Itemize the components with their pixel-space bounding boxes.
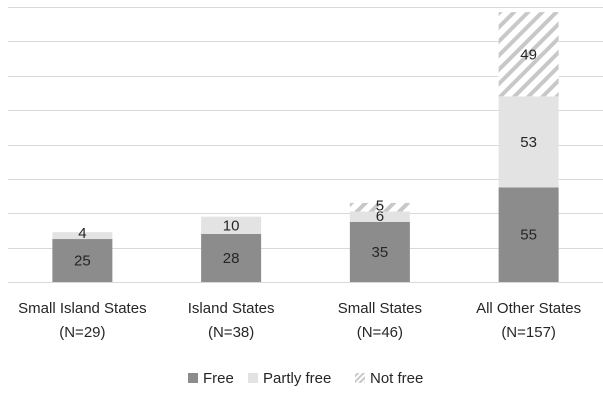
x-tick-label: (N=46) xyxy=(357,324,403,341)
legend-label: Free xyxy=(203,370,234,387)
bar-segment xyxy=(52,232,113,240)
data-label: 6 xyxy=(376,208,384,225)
data-label: 28 xyxy=(223,250,240,267)
legend: Free Partly free Not free xyxy=(188,370,423,387)
x-tick-label: Small States xyxy=(338,300,422,317)
x-tick-label: (N=157) xyxy=(501,324,556,341)
x-axis: Small Island States (N=29) Island States (N… xyxy=(8,282,603,341)
data-label: 53 xyxy=(520,134,537,151)
bar-segment xyxy=(52,239,113,282)
data-label: 49 xyxy=(520,46,537,63)
bar-segment xyxy=(349,202,410,212)
legend-swatch xyxy=(248,373,258,383)
bar-segment xyxy=(498,187,559,282)
bar-segment xyxy=(349,211,410,222)
x-tick-label: (N=38) xyxy=(208,324,254,341)
legend-swatch xyxy=(188,373,198,383)
legend-label: Not free xyxy=(370,370,423,387)
legend-swatch xyxy=(355,373,365,383)
bar-segment xyxy=(201,233,262,282)
bar-segment xyxy=(201,216,262,234)
bar-segment xyxy=(349,221,410,282)
data-label: 55 xyxy=(520,227,537,244)
data-label: 5 xyxy=(376,198,384,215)
x-tick-label: Small Island States xyxy=(18,300,146,317)
x-tick-label: (N=29) xyxy=(59,324,105,341)
x-tick-label: All Other States xyxy=(476,300,581,317)
data-label: 35 xyxy=(372,244,389,261)
legend-label: Partly free xyxy=(263,370,331,387)
data-label: 10 xyxy=(223,217,240,234)
gridlines xyxy=(8,7,603,249)
data-label: 25 xyxy=(74,253,91,270)
bar-segment xyxy=(498,96,559,188)
x-tick-label: Island States xyxy=(188,300,275,317)
data-label: 4 xyxy=(78,225,86,242)
bar-segment xyxy=(498,12,559,97)
